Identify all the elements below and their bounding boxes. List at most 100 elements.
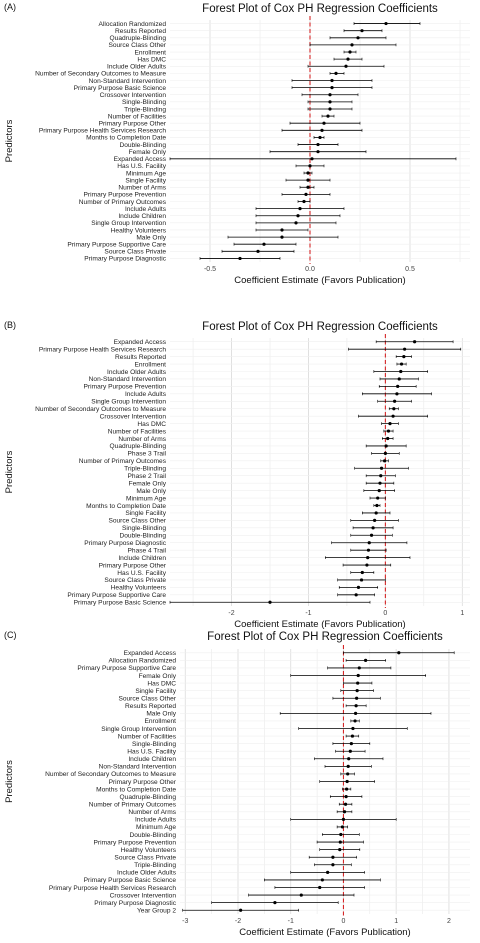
predictor-label: Has U.S. Facility: [117, 163, 166, 170]
estimate-point: [391, 414, 395, 418]
predictor-label: Number of Arms: [118, 436, 166, 443]
predictor-label: Healthy Volunteers: [111, 227, 167, 234]
x-tick-label: 0: [383, 610, 387, 617]
estimate-point: [376, 496, 380, 500]
estimate-point: [354, 593, 358, 597]
predictor-label: Single Facility: [125, 510, 166, 517]
x-tick-label: -0.5: [204, 266, 216, 273]
predictor-label: Primary Purpose Supportive Care: [67, 592, 166, 599]
estimate-point: [373, 518, 377, 522]
estimate-point: [273, 901, 277, 905]
estimate-point: [395, 392, 399, 396]
y-axis-label: Predictors: [4, 450, 15, 493]
predictor-label: Results Reported: [115, 354, 166, 361]
x-tick-label: 2: [447, 918, 451, 925]
estimate-point: [360, 29, 364, 33]
estimate-point: [294, 221, 298, 225]
predictor-label: Results Reported: [115, 28, 166, 35]
x-tick-label: -2: [228, 610, 234, 617]
estimate-point: [354, 704, 358, 708]
estimate-point: [302, 199, 306, 204]
estimate-point: [345, 779, 349, 784]
estimate-point: [342, 810, 347, 814]
predictor-label: Minimum Age: [126, 495, 166, 502]
predictor-label: Male Only: [146, 711, 176, 718]
estimate-point: [384, 444, 388, 448]
predictor-label: Include Adults: [125, 391, 167, 398]
estimate-point: [299, 893, 303, 897]
estimate-point: [256, 249, 260, 253]
predictor-label: Phase 3 Trail: [128, 451, 167, 458]
estimate-point: [386, 429, 391, 433]
predictor-label: Include Children: [118, 555, 166, 562]
estimate-point: [262, 242, 266, 246]
estimate-point: [348, 749, 352, 753]
x-axis-label: Coefficient Estimate (Favors Publication…: [234, 275, 405, 286]
predictor-label: Primary Purpose Basic Science: [74, 85, 167, 92]
estimate-point: [326, 870, 330, 874]
predictor-label: Enrollment: [134, 49, 166, 56]
panel-label: (C): [4, 630, 17, 640]
predictor-label: Minimum Age: [136, 824, 176, 831]
forest-panel-c: (C) Forest Plot of Cox PH Regression Coef…: [4, 630, 470, 938]
predictor-label: Primary Purpose Prevention: [84, 192, 167, 199]
predictor-label: Year Group 2: [137, 908, 176, 915]
estimate-point: [350, 734, 355, 738]
estimate-point: [320, 128, 324, 132]
predictor-label: Double-Blinding: [119, 142, 166, 149]
chart-title: Forest Plot of Cox PH Regression Coeffic…: [207, 631, 443, 643]
estimate-point: [375, 503, 379, 508]
estimate-point: [399, 369, 403, 374]
estimate-point: [365, 563, 369, 567]
predictor-label: Female Only: [139, 673, 177, 680]
predictor-label: Primary Purpose Other: [99, 562, 167, 569]
estimate-point: [280, 235, 284, 239]
predictor-label: Enrollment: [134, 361, 166, 368]
y-axis-label: Predictors: [4, 119, 15, 162]
predictor-label: Expanded Access: [124, 650, 177, 657]
estimate-point: [304, 192, 308, 196]
estimate-point: [348, 50, 352, 54]
predictor-label: Allocation Randomized: [109, 658, 177, 665]
predictor-label: Single-Blinding: [132, 741, 176, 748]
predictor-label: Crossover Intervention: [110, 892, 177, 899]
estimate-point: [334, 71, 338, 75]
estimate-point: [356, 681, 360, 685]
estimate-point: [403, 347, 407, 351]
x-tick-label: -1: [305, 610, 311, 617]
estimate-point: [397, 377, 401, 381]
predictor-label: Enrollment: [144, 718, 176, 725]
x-tick-label: -3: [182, 918, 188, 925]
estimate-point: [356, 673, 360, 678]
predictor-label: Male Only: [136, 234, 166, 241]
predictor-label: Triple-Blinding: [124, 106, 166, 113]
predictor-label: Expanded Access: [114, 156, 167, 163]
estimate-point: [374, 511, 378, 515]
predictor-label: Phase 4 Trail: [128, 547, 167, 554]
estimate-point: [386, 436, 390, 441]
predictor-label: Healthy Volunteers: [111, 585, 167, 592]
predictor-label: Double-Blinding: [129, 832, 176, 839]
estimate-point: [318, 135, 322, 140]
estimate-point: [298, 207, 302, 211]
estimate-point: [328, 107, 332, 111]
estimate-point: [345, 787, 349, 791]
estimate-point: [328, 100, 332, 104]
estimate-point: [316, 150, 320, 154]
estimate-point: [355, 689, 359, 693]
estimate-point: [355, 696, 359, 700]
predictor-label: Quadruple-Blinding: [110, 35, 167, 42]
predictor-label: Primary Purpose Supportive Care: [77, 665, 176, 672]
predictor-label: Number of Secondary Outcomes to Measure: [35, 71, 166, 78]
estimate-point: [306, 171, 310, 175]
estimate-point: [359, 578, 364, 582]
predictor-label: Number of Facilities: [108, 113, 167, 120]
predictor-label: Primary Purpose Health Services Research: [39, 128, 166, 135]
predictor-label: Single Group Intervention: [101, 726, 176, 733]
predictor-label: Has DMC: [137, 421, 166, 428]
predictor-label: Single Facility: [125, 177, 166, 184]
predictor-label: Expanded Access: [114, 339, 167, 346]
estimate-point: [379, 474, 383, 478]
x-axis-label: Coefficient Estimate (Favors Publication…: [234, 619, 405, 630]
estimate-point: [364, 658, 368, 662]
